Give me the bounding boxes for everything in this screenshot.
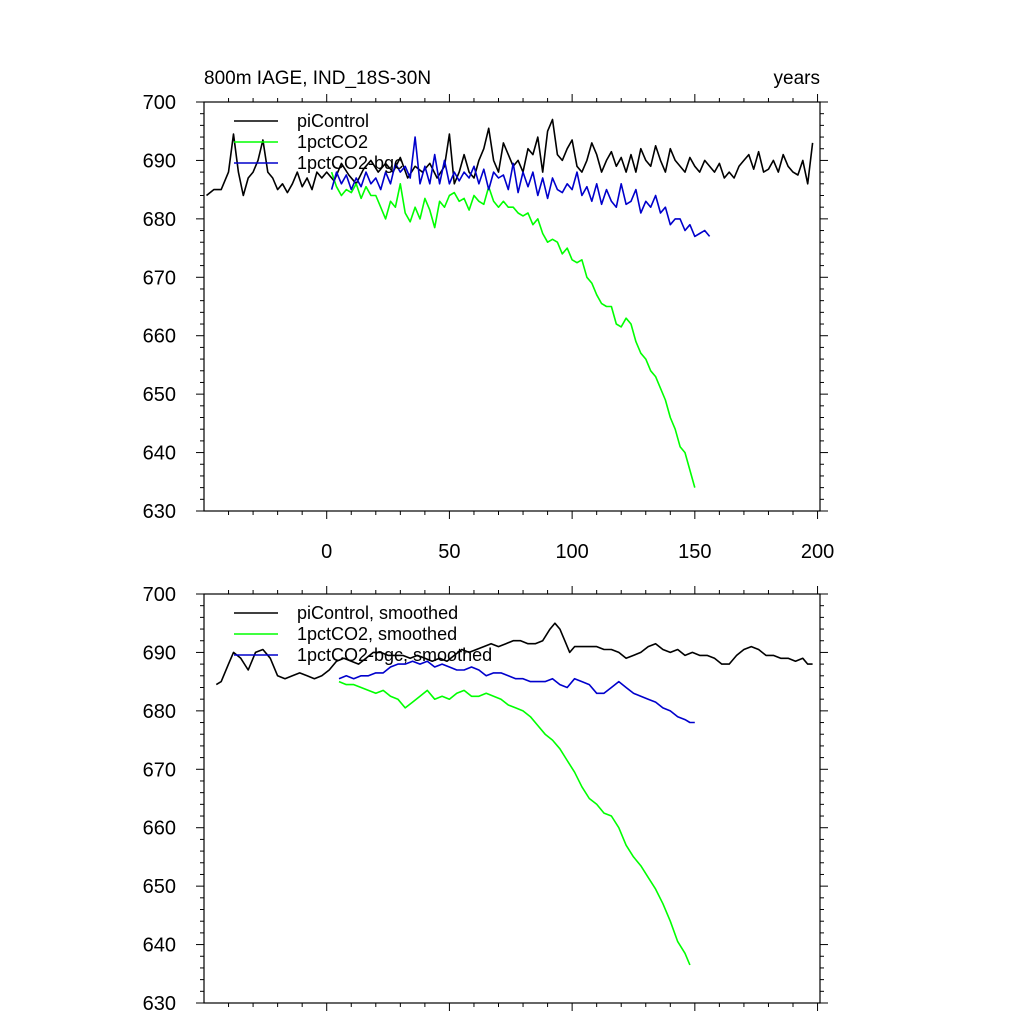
legend-label: 1pctCO2-bgc <box>297 153 403 173</box>
y-tick-labels: 630 640 650 660 670 680 690 700 <box>143 584 176 1015</box>
tick-marks <box>196 94 828 519</box>
x-tick-label: 100 <box>555 541 588 563</box>
y-tick-labels: 630 640 650 660 670 680 690 700 <box>143 92 176 523</box>
series-line-1pctco2-bgc-smoothed <box>338 660 695 724</box>
tick-marks <box>196 586 828 1011</box>
series-line-1pctco2 <box>330 171 696 488</box>
legend-label: piControl, smoothed <box>297 603 458 623</box>
y-tick-label: 630 <box>143 993 176 1015</box>
x-tick-label: 0 <box>321 541 332 563</box>
y-tick-label: 700 <box>143 92 176 114</box>
y-tick-label: 670 <box>143 759 176 781</box>
y-tick-label: 690 <box>143 642 176 664</box>
top-panel: 800m IAGE, IND_18S-30N years 630 640 650 66… <box>143 68 835 563</box>
x-tick-label: 50 <box>438 541 460 563</box>
y-tick-label: 670 <box>143 267 176 289</box>
y-tick-label: 660 <box>143 818 176 840</box>
legend-label: 1pctCO2 <box>297 132 368 152</box>
y-tick-label: 650 <box>143 876 176 898</box>
chart-title: 800m IAGE, IND_18S-30N <box>204 68 431 89</box>
legend-label: 1pctCO2, smoothed <box>297 624 457 644</box>
plot-frame <box>203 101 821 512</box>
series-lines <box>205 118 814 488</box>
y-tick-label: 680 <box>143 209 176 231</box>
bottom-panel: 630 640 650 660 670 680 690 700 piControl, smoo… <box>143 584 828 1015</box>
legend-label: piControl <box>297 111 369 131</box>
x-tick-label: 150 <box>678 541 711 563</box>
y-tick-label: 640 <box>143 935 176 957</box>
series-line-picontrol <box>205 118 814 197</box>
y-tick-label: 640 <box>143 443 176 465</box>
series-line-picontrol-smoothed <box>215 622 813 686</box>
x-tick-label: 200 <box>801 541 834 563</box>
y-tick-label: 660 <box>143 326 176 348</box>
x-units-label: years <box>774 68 820 89</box>
y-tick-label: 700 <box>143 584 176 606</box>
legend-label: 1pctCO2-bgc, smoothed <box>297 645 492 665</box>
series-line-1pctco2-bgc <box>330 136 711 238</box>
series-lines <box>215 622 813 966</box>
x-tick-labels: 0 50 100 150 200 <box>321 541 834 563</box>
y-tick-label: 650 <box>143 384 176 406</box>
y-tick-label: 680 <box>143 701 176 723</box>
series-line-1pctco2-smoothed <box>338 680 691 966</box>
y-tick-label: 630 <box>143 501 176 523</box>
y-tick-label: 690 <box>143 150 176 172</box>
plot-frame <box>203 593 821 1004</box>
